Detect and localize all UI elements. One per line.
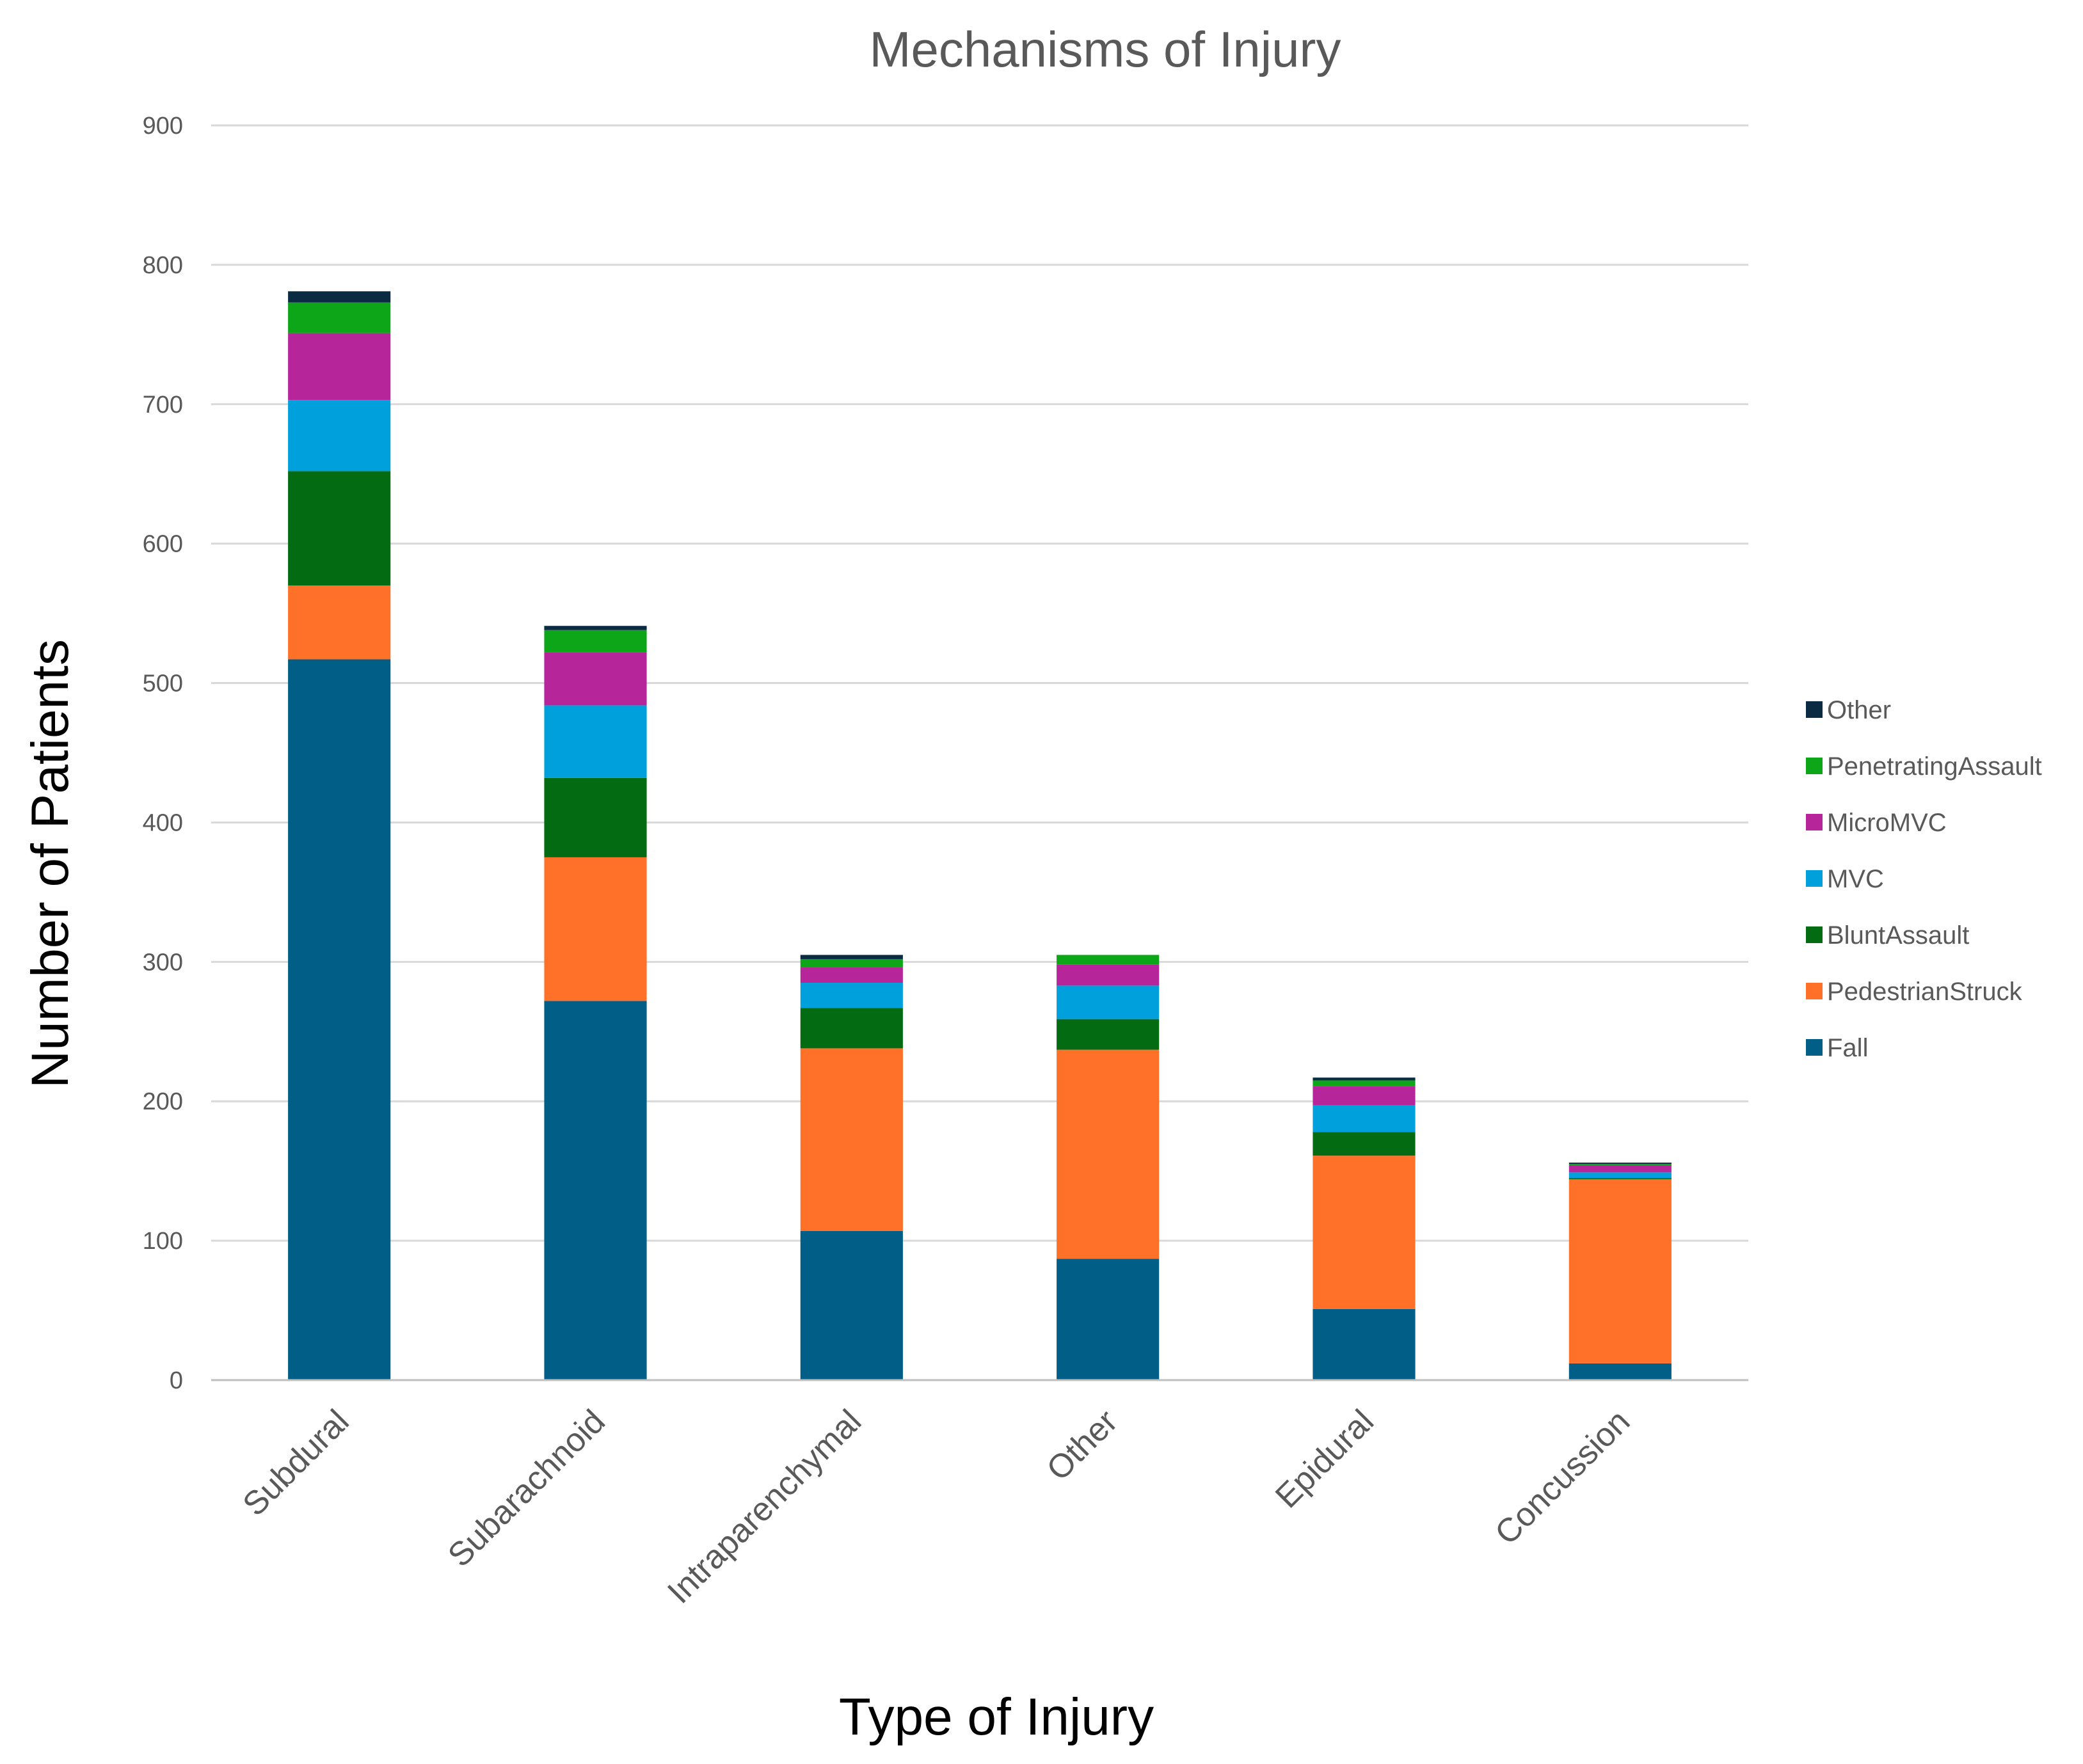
y-tick-label: 500 xyxy=(143,671,183,697)
y-tick-label: 200 xyxy=(143,1088,183,1115)
x-axis-title: Type of Injury xyxy=(839,1688,1154,1746)
bar-segment xyxy=(288,585,391,660)
bar-segment xyxy=(800,983,903,1008)
bar-segment xyxy=(1313,1086,1416,1106)
bar-segment xyxy=(1313,1105,1416,1132)
bar-segment xyxy=(288,302,391,333)
legend-label: BluntAssault xyxy=(1827,921,1969,950)
bar-segment xyxy=(288,291,391,303)
legend-item: Fall xyxy=(1806,1034,1868,1062)
bar-segment xyxy=(544,1001,647,1380)
bar-segment xyxy=(1057,955,1160,965)
legend-label: Other xyxy=(1827,696,1891,724)
bar-stack xyxy=(544,626,647,1380)
legend-label: PedestrianStruck xyxy=(1827,978,2023,1006)
x-tick-label: Epidural xyxy=(1268,1402,1381,1515)
gridlines xyxy=(211,124,1748,1242)
legend-item: PenetratingAssault xyxy=(1806,752,2042,781)
bar-segment xyxy=(544,630,647,653)
y-tick-label: 400 xyxy=(143,809,183,836)
bar-segment xyxy=(800,955,903,959)
bar-segment xyxy=(800,1008,903,1049)
legend-swatch xyxy=(1806,926,1823,943)
legend-item: BluntAssault xyxy=(1806,921,1969,950)
bar-segment xyxy=(1057,1019,1160,1050)
bar-segment xyxy=(1057,985,1160,1019)
y-tick-label: 300 xyxy=(143,949,183,976)
bar-segment xyxy=(1568,1163,1672,1164)
bar-stack xyxy=(1057,955,1160,1380)
chart-title: Mechanisms of Injury xyxy=(870,21,1341,77)
legend-label: PenetratingAssault xyxy=(1827,752,2042,781)
legend-label: MicroMVC xyxy=(1827,809,1947,837)
bar-segment xyxy=(1568,1179,1672,1363)
bar-segment xyxy=(544,626,647,630)
bar-segment xyxy=(1057,1259,1160,1380)
y-tick-label: 700 xyxy=(143,392,183,418)
bars xyxy=(288,291,1672,1380)
bar-segment xyxy=(1313,1156,1416,1309)
bar-segment xyxy=(544,777,647,857)
x-tick-label: Subdural xyxy=(235,1402,356,1523)
y-axis-title: Number of Patients xyxy=(21,639,79,1088)
legend-item: PedestrianStruck xyxy=(1806,978,2023,1006)
y-tick-label: 800 xyxy=(143,252,183,279)
bar-segment xyxy=(1568,1178,1672,1180)
legend-label: MVC xyxy=(1827,865,1884,893)
bar-segment xyxy=(288,471,391,586)
x-tick-label: Subarachnoid xyxy=(441,1402,612,1574)
legend-swatch xyxy=(1806,701,1823,718)
bar-segment xyxy=(288,333,391,401)
legend-swatch xyxy=(1806,1039,1823,1056)
legend-label: Fall xyxy=(1827,1034,1868,1062)
legend-swatch xyxy=(1806,870,1823,887)
y-tick-label: 600 xyxy=(143,531,183,558)
bar-segment xyxy=(1568,1363,1672,1380)
legend-item: Other xyxy=(1806,696,1891,724)
y-tick-label: 100 xyxy=(143,1228,183,1255)
bar-segment xyxy=(800,1230,903,1380)
x-axis-ticks: Subdural Subarachnoid Intraparenchymal Othe… xyxy=(235,1402,1637,1610)
bar-segment xyxy=(800,1048,903,1231)
y-axis-ticks: 0 100 200 300 400 500 600 700 800 900 xyxy=(143,113,183,1394)
bar-stack xyxy=(288,291,391,1380)
bar-segment xyxy=(544,705,647,778)
bar-segment xyxy=(1568,1172,1672,1179)
bar-segment xyxy=(1313,1080,1416,1086)
bar-stack xyxy=(800,955,903,1380)
bar-stack xyxy=(1568,1163,1672,1380)
bar-segment xyxy=(288,400,391,472)
bar-segment xyxy=(544,857,647,1001)
x-tick-label: Other xyxy=(1040,1402,1125,1488)
bar-segment xyxy=(1057,1049,1160,1259)
legend-swatch xyxy=(1806,814,1823,830)
bar-segment xyxy=(1313,1308,1416,1380)
x-tick-label: Concussion xyxy=(1488,1402,1637,1552)
x-tick-label: Intraparenchymal xyxy=(660,1402,868,1610)
y-tick-label: 0 xyxy=(170,1367,183,1394)
bar-segment xyxy=(544,652,647,706)
bar-segment xyxy=(1313,1132,1416,1156)
legend-swatch xyxy=(1806,983,1823,999)
bar-segment xyxy=(1313,1077,1416,1081)
bar-segment xyxy=(1568,1165,1672,1173)
bar-segment xyxy=(1057,964,1160,986)
legend-item: MVC xyxy=(1806,865,1884,893)
bar-segment xyxy=(800,958,903,968)
legend: Other PenetratingAssault MicroMVC MVC BluntA… xyxy=(1806,696,2042,1062)
bar-segment xyxy=(1568,1164,1672,1166)
bar-segment xyxy=(800,967,903,983)
bar-stack xyxy=(1313,1077,1416,1380)
y-tick-label: 900 xyxy=(143,113,183,139)
legend-item: MicroMVC xyxy=(1806,809,1947,837)
bar-segment xyxy=(288,659,391,1380)
legend-swatch xyxy=(1806,758,1823,774)
